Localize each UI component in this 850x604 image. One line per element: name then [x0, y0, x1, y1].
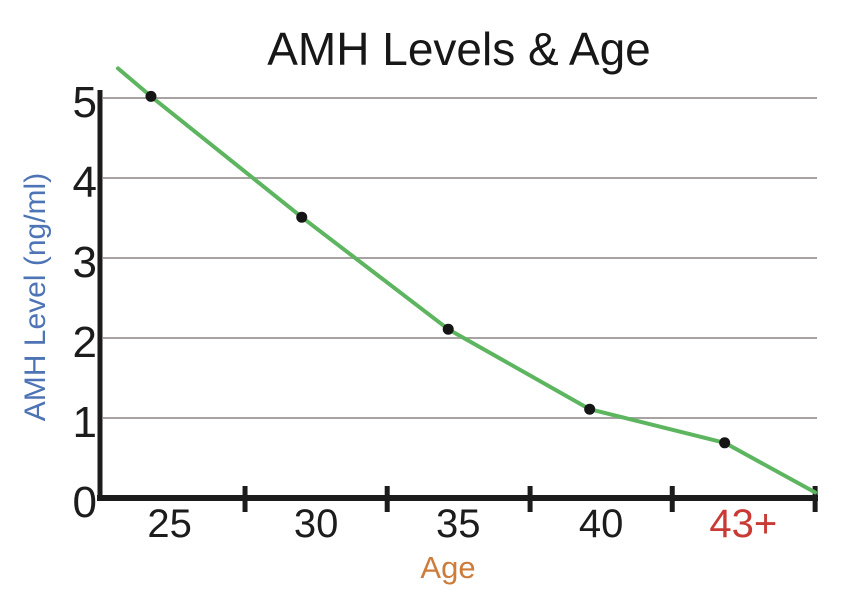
- y-tick-label-3: 3: [73, 238, 97, 287]
- chart-title: AMH Levels & Age: [267, 23, 651, 75]
- x-tick-label-30: 30: [294, 502, 339, 546]
- data-point-25: [145, 90, 157, 102]
- y-tick-label-1: 1: [73, 398, 97, 447]
- y-tick-label-5: 5: [73, 78, 97, 127]
- y-tick-label-4: 4: [73, 158, 97, 207]
- data-point-43+: [719, 437, 731, 449]
- amh-trend-line: [116, 66, 818, 495]
- x-axis-title: Age: [420, 550, 476, 585]
- x-tick-label-25: 25: [147, 502, 192, 546]
- x-tick-label-35: 35: [436, 502, 481, 546]
- data-point-40: [584, 403, 596, 415]
- data-point-30: [296, 211, 308, 223]
- y-tick-label-0: 0: [73, 478, 97, 527]
- x-tick-label-43+: 43+: [709, 502, 777, 546]
- x-tick-label-40: 40: [579, 502, 624, 546]
- y-tick-label-2: 2: [73, 318, 97, 367]
- data-point-35: [442, 323, 454, 335]
